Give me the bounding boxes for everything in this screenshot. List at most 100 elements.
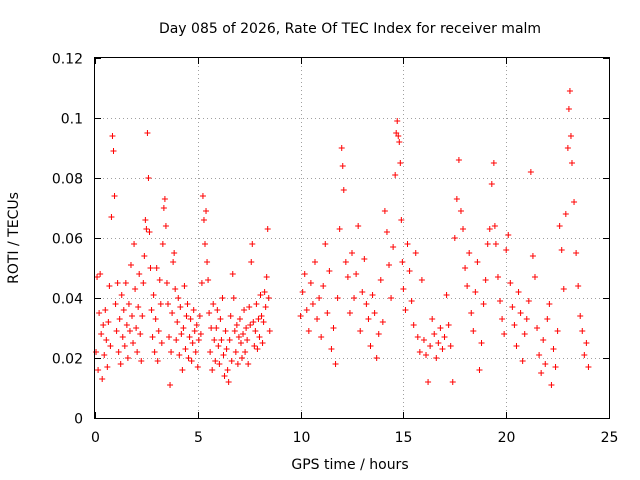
data-point [123,322,130,328]
data-point [468,310,475,316]
data-point [330,325,337,331]
data-point [172,286,179,292]
data-points [93,88,592,388]
data-point [519,358,526,364]
data-point [138,358,145,364]
data-point [418,277,425,283]
data-point [174,319,181,325]
data-point [146,229,153,235]
data-point [103,337,110,343]
data-point [136,271,143,277]
data-point [301,271,308,277]
data-point [154,358,161,364]
data-point [307,280,314,286]
data-point [316,295,323,301]
data-point [412,250,419,256]
x-tick-label: 20 [498,430,516,446]
data-point [96,310,103,316]
data-point [447,343,454,349]
data-point [397,160,404,166]
data-point [120,307,127,313]
data-point [332,361,339,367]
data-point [125,301,132,307]
data-point [177,304,184,310]
data-point [133,325,140,331]
data-point [158,340,165,346]
data-point [515,289,522,295]
data-point [161,196,168,202]
data-point [427,343,434,349]
data-point [491,223,498,229]
data-point [488,181,495,187]
data-point [365,316,372,322]
data-point [246,304,253,310]
plot-frame [94,57,610,419]
data-point [414,334,421,340]
data-point [229,271,236,277]
chart-title: Day 085 of 2026, Rate Of TEC Index for r… [159,21,541,37]
data-point [195,337,202,343]
data-point [369,292,376,298]
data-point [373,355,380,361]
data-point [499,316,506,322]
data-point [577,313,584,319]
data-point [406,268,413,274]
data-point [104,364,111,370]
data-point [303,307,310,313]
x-axis-label: GPS time / hours [291,457,408,473]
data-point [339,163,346,169]
data-point [121,343,128,349]
data-point [188,358,195,364]
data-point [97,271,104,277]
y-tick-label: 0.12 [52,52,83,68]
data-point [297,313,304,319]
data-point [490,160,497,166]
data-point [173,337,180,343]
data-point [190,307,197,313]
data-point [142,217,149,223]
data-point [214,307,221,313]
data-point [552,364,559,370]
data-point [443,292,450,298]
data-point [245,361,252,367]
data-point [107,343,114,349]
data-point [299,289,306,295]
data-point [223,346,230,352]
data-point [420,337,427,343]
data-point [265,295,272,301]
data-point [361,256,368,262]
data-point [513,343,520,349]
data-point [227,313,234,319]
data-point [399,259,406,265]
data-point [328,346,335,352]
data-point [135,304,142,310]
data-point [117,361,124,367]
data-point [217,316,224,322]
data-point [110,148,117,154]
data-point [449,379,456,385]
data-point [255,316,262,322]
data-point [144,130,151,136]
data-point [149,334,156,340]
data-point [116,316,123,322]
data-point [197,331,204,337]
data-point [220,352,227,358]
data-point [243,325,250,331]
data-point [565,106,572,112]
data-point [212,358,219,364]
data-point [257,292,264,298]
data-point [230,295,237,301]
data-point [573,250,580,256]
data-point [124,355,131,361]
data-point [168,349,175,355]
data-point [377,277,384,283]
data-point [531,274,538,280]
data-point [486,226,493,232]
data-point [219,295,226,301]
data-point [215,343,222,349]
data-point [145,175,152,181]
axis-ticks [95,58,610,419]
data-point [180,325,187,331]
data-point [130,340,137,346]
